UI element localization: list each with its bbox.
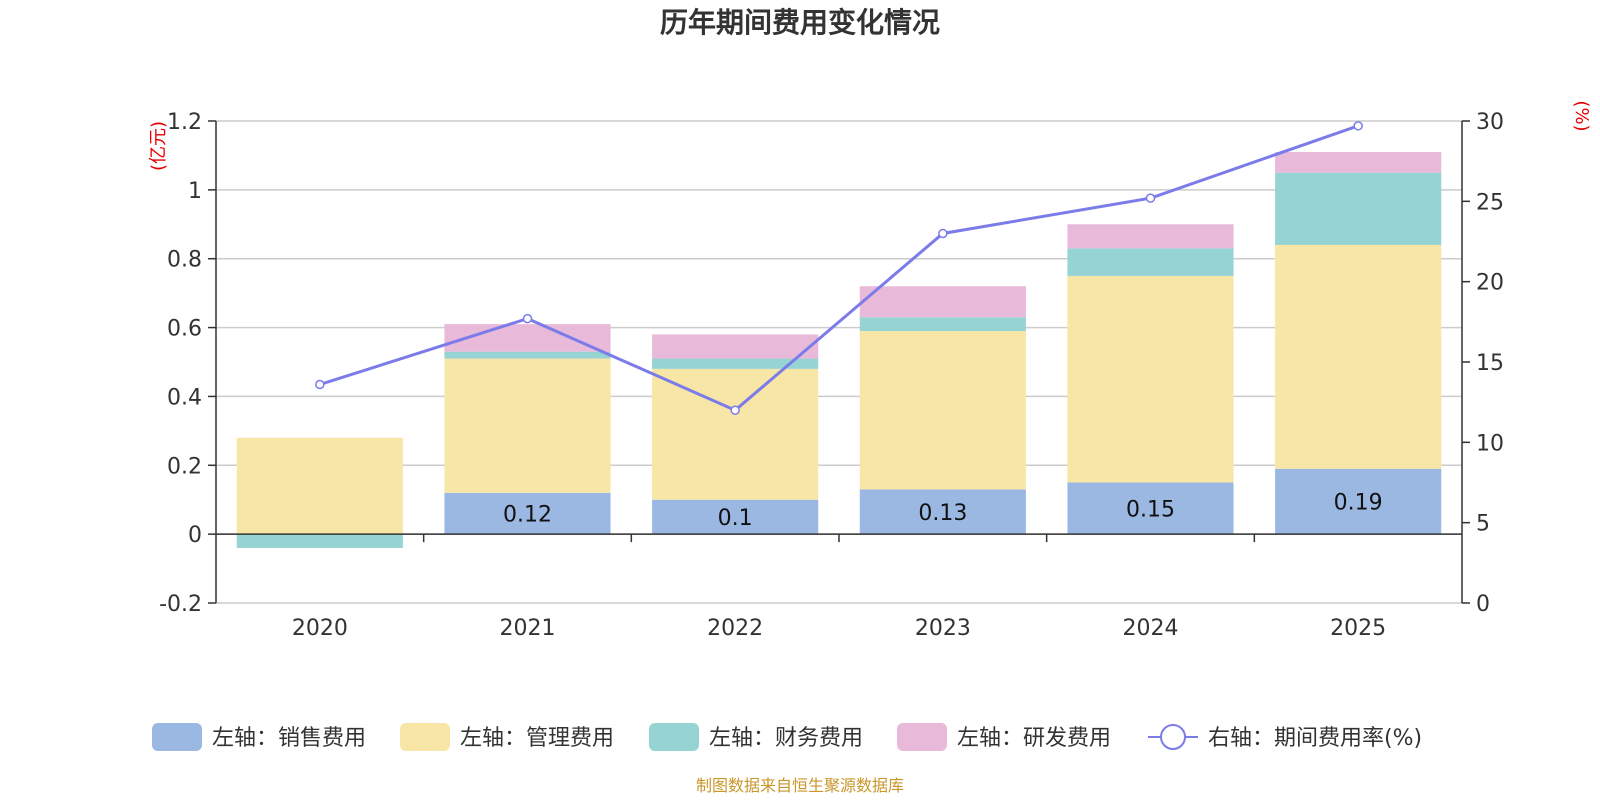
legend-swatch — [400, 723, 450, 751]
right-tick-label: 25 — [1476, 190, 1504, 215]
data-label: 0.1 — [718, 506, 753, 531]
legend-item[interactable]: 左轴：管理费用 — [400, 723, 614, 751]
left-axis-unit: (亿元) — [148, 121, 169, 171]
bar-segment — [652, 358, 819, 369]
bar-segment — [444, 324, 611, 352]
rate-point — [315, 379, 325, 390]
legend-swatch — [897, 723, 947, 751]
bar-segment — [1275, 172, 1442, 245]
bar-segment — [444, 351, 611, 359]
rate-point — [1145, 193, 1156, 203]
chart-title: 历年期间费用变化情况 — [660, 6, 940, 39]
left-tick-label: 0.4 — [167, 385, 202, 410]
bar-segment — [444, 358, 611, 493]
legend[interactable]: 左轴：销售费用 左轴：管理费用 左轴：财务费用 左轴：研发费用 右轴：期间费用率(%) — [152, 723, 1422, 751]
legend-marker — [1160, 724, 1186, 750]
x-tick-label: 2021 — [500, 616, 556, 641]
legend-item[interactable]: 左轴：研发费用 — [897, 723, 1111, 751]
legend-label: 左轴：管理费用 — [460, 726, 614, 751]
right-axis-unit: (%) — [1571, 100, 1592, 131]
bar-series — [236, 151, 1442, 548]
bar-segment — [444, 492, 611, 535]
legend-label: 左轴：财务费用 — [709, 726, 863, 751]
left-tick-label: 0 — [188, 523, 202, 548]
left-tick-label: 1.2 — [167, 110, 202, 135]
bar-segment — [236, 437, 403, 535]
x-tick-label: 2020 — [292, 616, 348, 641]
right-tick-label: 30 — [1476, 110, 1504, 135]
x-tick-label: 2023 — [915, 616, 971, 641]
legend-item[interactable]: 右轴：期间费用率(%) — [1148, 724, 1422, 751]
x-tick-label: 2025 — [1330, 616, 1386, 641]
left-tick-label: -0.2 — [159, 592, 202, 617]
bar-segment — [652, 334, 819, 359]
left-tick-label: 0.8 — [167, 248, 202, 273]
right-tick-label: 15 — [1476, 351, 1504, 376]
rate-point — [730, 405, 740, 415]
source-note: 制图数据来自恒生聚源数据库 — [696, 776, 904, 795]
legend-swatch — [649, 723, 699, 751]
legend-swatch — [152, 723, 202, 751]
right-tick-label: 0 — [1476, 592, 1490, 617]
bar-segment — [859, 317, 1026, 332]
data-label: 0.19 — [1334, 490, 1383, 515]
legend-item[interactable]: 左轴：财务费用 — [649, 723, 863, 751]
bar-segment — [652, 368, 819, 500]
legend-item[interactable]: 左轴：销售费用 — [152, 723, 366, 751]
rate-line-series — [315, 121, 1363, 415]
rate-point — [938, 228, 948, 239]
bar-segment — [1275, 244, 1442, 469]
right-tick-label: 20 — [1476, 271, 1504, 296]
bar-segment — [652, 499, 819, 535]
data-label: 0.15 — [1126, 497, 1175, 522]
bar-segment — [1067, 248, 1234, 276]
bar-segment — [859, 489, 1026, 535]
data-label: 0.13 — [918, 501, 967, 526]
left-tick-label: 1 — [188, 179, 202, 204]
bar-segment — [859, 331, 1026, 490]
x-tick-label: 2024 — [1123, 616, 1179, 641]
bar-segment — [236, 534, 403, 548]
right-tick-label: 10 — [1476, 431, 1504, 456]
bar-segment — [1067, 482, 1234, 535]
rate-point — [1353, 121, 1363, 131]
legend-label: 右轴：期间费用率(%) — [1208, 726, 1422, 751]
rate-line — [319, 124, 1359, 412]
bar-segment — [1067, 275, 1234, 483]
right-tick-label: 5 — [1476, 512, 1490, 537]
x-tick-label: 2022 — [707, 616, 763, 641]
left-tick-label: 0.2 — [167, 454, 202, 479]
bar-segment — [1275, 468, 1442, 535]
data-labels: 0.12 0.1 0.13 0.15 0.19 — [503, 490, 1383, 530]
bar-segment — [1275, 151, 1442, 173]
bar-segment — [1067, 224, 1234, 249]
legend-label: 左轴：研发费用 — [957, 726, 1111, 751]
rate-point — [522, 313, 533, 324]
bar-segment — [859, 286, 1026, 318]
data-label: 0.12 — [503, 502, 552, 527]
legend-label: 左轴：销售费用 — [212, 726, 366, 751]
left-tick-label: 0.6 — [167, 317, 202, 342]
